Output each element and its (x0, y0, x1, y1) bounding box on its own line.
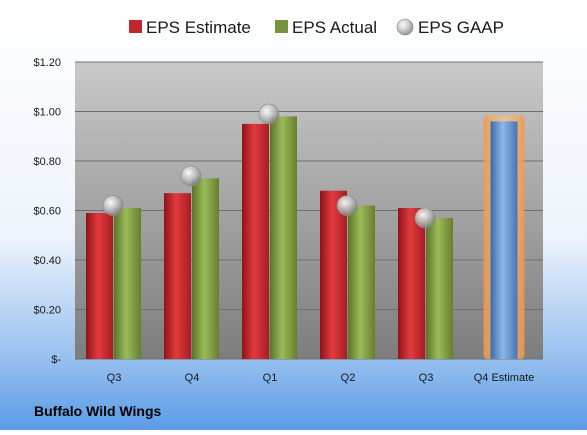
marker-eps-gaap (414, 207, 436, 229)
y-tick-label: $0.80 (33, 156, 61, 168)
y-axis-ticks: $- $0.20 $0.40 $0.60 $0.80 $1.00 $1.20 (33, 57, 61, 366)
legend-swatch-eps-gaap (396, 18, 414, 36)
y-tick-label: $1.00 (33, 107, 61, 119)
bar-eps-estimate (242, 123, 269, 359)
legend: EPS Estimate EPS Actual EPS GAAP (129, 18, 504, 37)
bar-eps-estimate (320, 190, 347, 359)
y-tick-label: $0.40 (33, 255, 61, 267)
bar-eps-actual (192, 178, 219, 359)
legend-swatch-eps-actual (275, 20, 288, 33)
x-category-label: Q3 (419, 372, 434, 384)
bar-eps-estimate (86, 212, 113, 359)
bar-eps-estimate (164, 193, 191, 359)
bar-eps-estimate (398, 208, 425, 359)
x-category-label: Q4 Estimate (474, 372, 535, 384)
x-category-label: Q4 (185, 372, 200, 384)
marker-eps-gaap (102, 195, 124, 216)
bar-eps-actual (348, 205, 375, 359)
x-category-label: Q3 (107, 372, 122, 384)
legend-label-eps-actual: EPS Actual (292, 18, 377, 37)
bar-eps-actual (426, 217, 453, 359)
x-category-label: Q1 (263, 372, 278, 384)
legend-label-eps-gaap: EPS GAAP (418, 18, 504, 37)
bar-eps-actual (114, 208, 141, 359)
marker-eps-gaap (180, 165, 202, 187)
y-tick-label: $- (51, 354, 61, 366)
gaap-markers (102, 103, 436, 229)
y-tick-label: $0.20 (33, 305, 61, 317)
grid-lines (75, 61, 543, 360)
marker-eps-gaap (258, 103, 280, 125)
bars (86, 115, 525, 360)
legend-swatch-eps-estimate (129, 20, 142, 33)
x-axis-categories: Q3 Q4 Q1 Q2 Q3 Q4 Estimate (107, 372, 535, 384)
bar-q4-estimate (490, 121, 518, 360)
bar-eps-actual (270, 116, 297, 359)
x-category-label: Q2 (341, 372, 356, 384)
legend-label-eps-estimate: EPS Estimate (146, 18, 251, 37)
marker-eps-gaap (336, 195, 358, 216)
y-tick-label: $0.60 (33, 206, 61, 218)
y-tick-label: $1.20 (33, 57, 61, 69)
company-label: Buffalo Wild Wings (34, 403, 161, 419)
